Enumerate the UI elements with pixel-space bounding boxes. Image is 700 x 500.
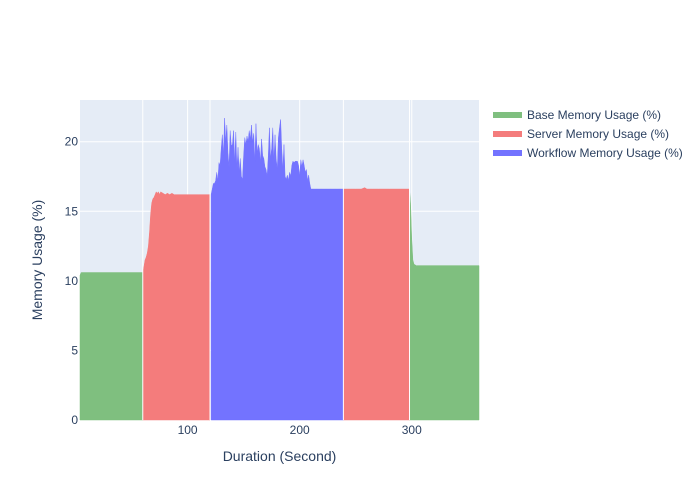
legend: Base Memory Usage (%) Server Memory Usage… bbox=[493, 108, 683, 160]
y-axis-title: Memory Usage (%) bbox=[29, 200, 45, 321]
y-tick-label: 10 bbox=[65, 274, 79, 288]
y-tick-label: 20 bbox=[65, 135, 79, 149]
x-axis-title: Duration (Second) bbox=[223, 448, 337, 464]
x-tick-label: 300 bbox=[402, 423, 422, 437]
legend-label: Server Memory Usage (%) bbox=[527, 127, 669, 141]
x-tick-label: 100 bbox=[178, 423, 198, 437]
legend-label: Workflow Memory Usage (%) bbox=[527, 146, 683, 160]
legend-label: Base Memory Usage (%) bbox=[527, 108, 661, 122]
area-base-segment-1 bbox=[80, 273, 143, 420]
y-tick-label: 5 bbox=[71, 343, 78, 357]
area-server-segment-2 bbox=[343, 188, 409, 420]
area-server-segment-1 bbox=[143, 192, 210, 420]
y-tick-label: 0 bbox=[71, 413, 78, 427]
x-tick-label: 200 bbox=[290, 423, 310, 437]
y-tick-label: 15 bbox=[65, 204, 79, 218]
